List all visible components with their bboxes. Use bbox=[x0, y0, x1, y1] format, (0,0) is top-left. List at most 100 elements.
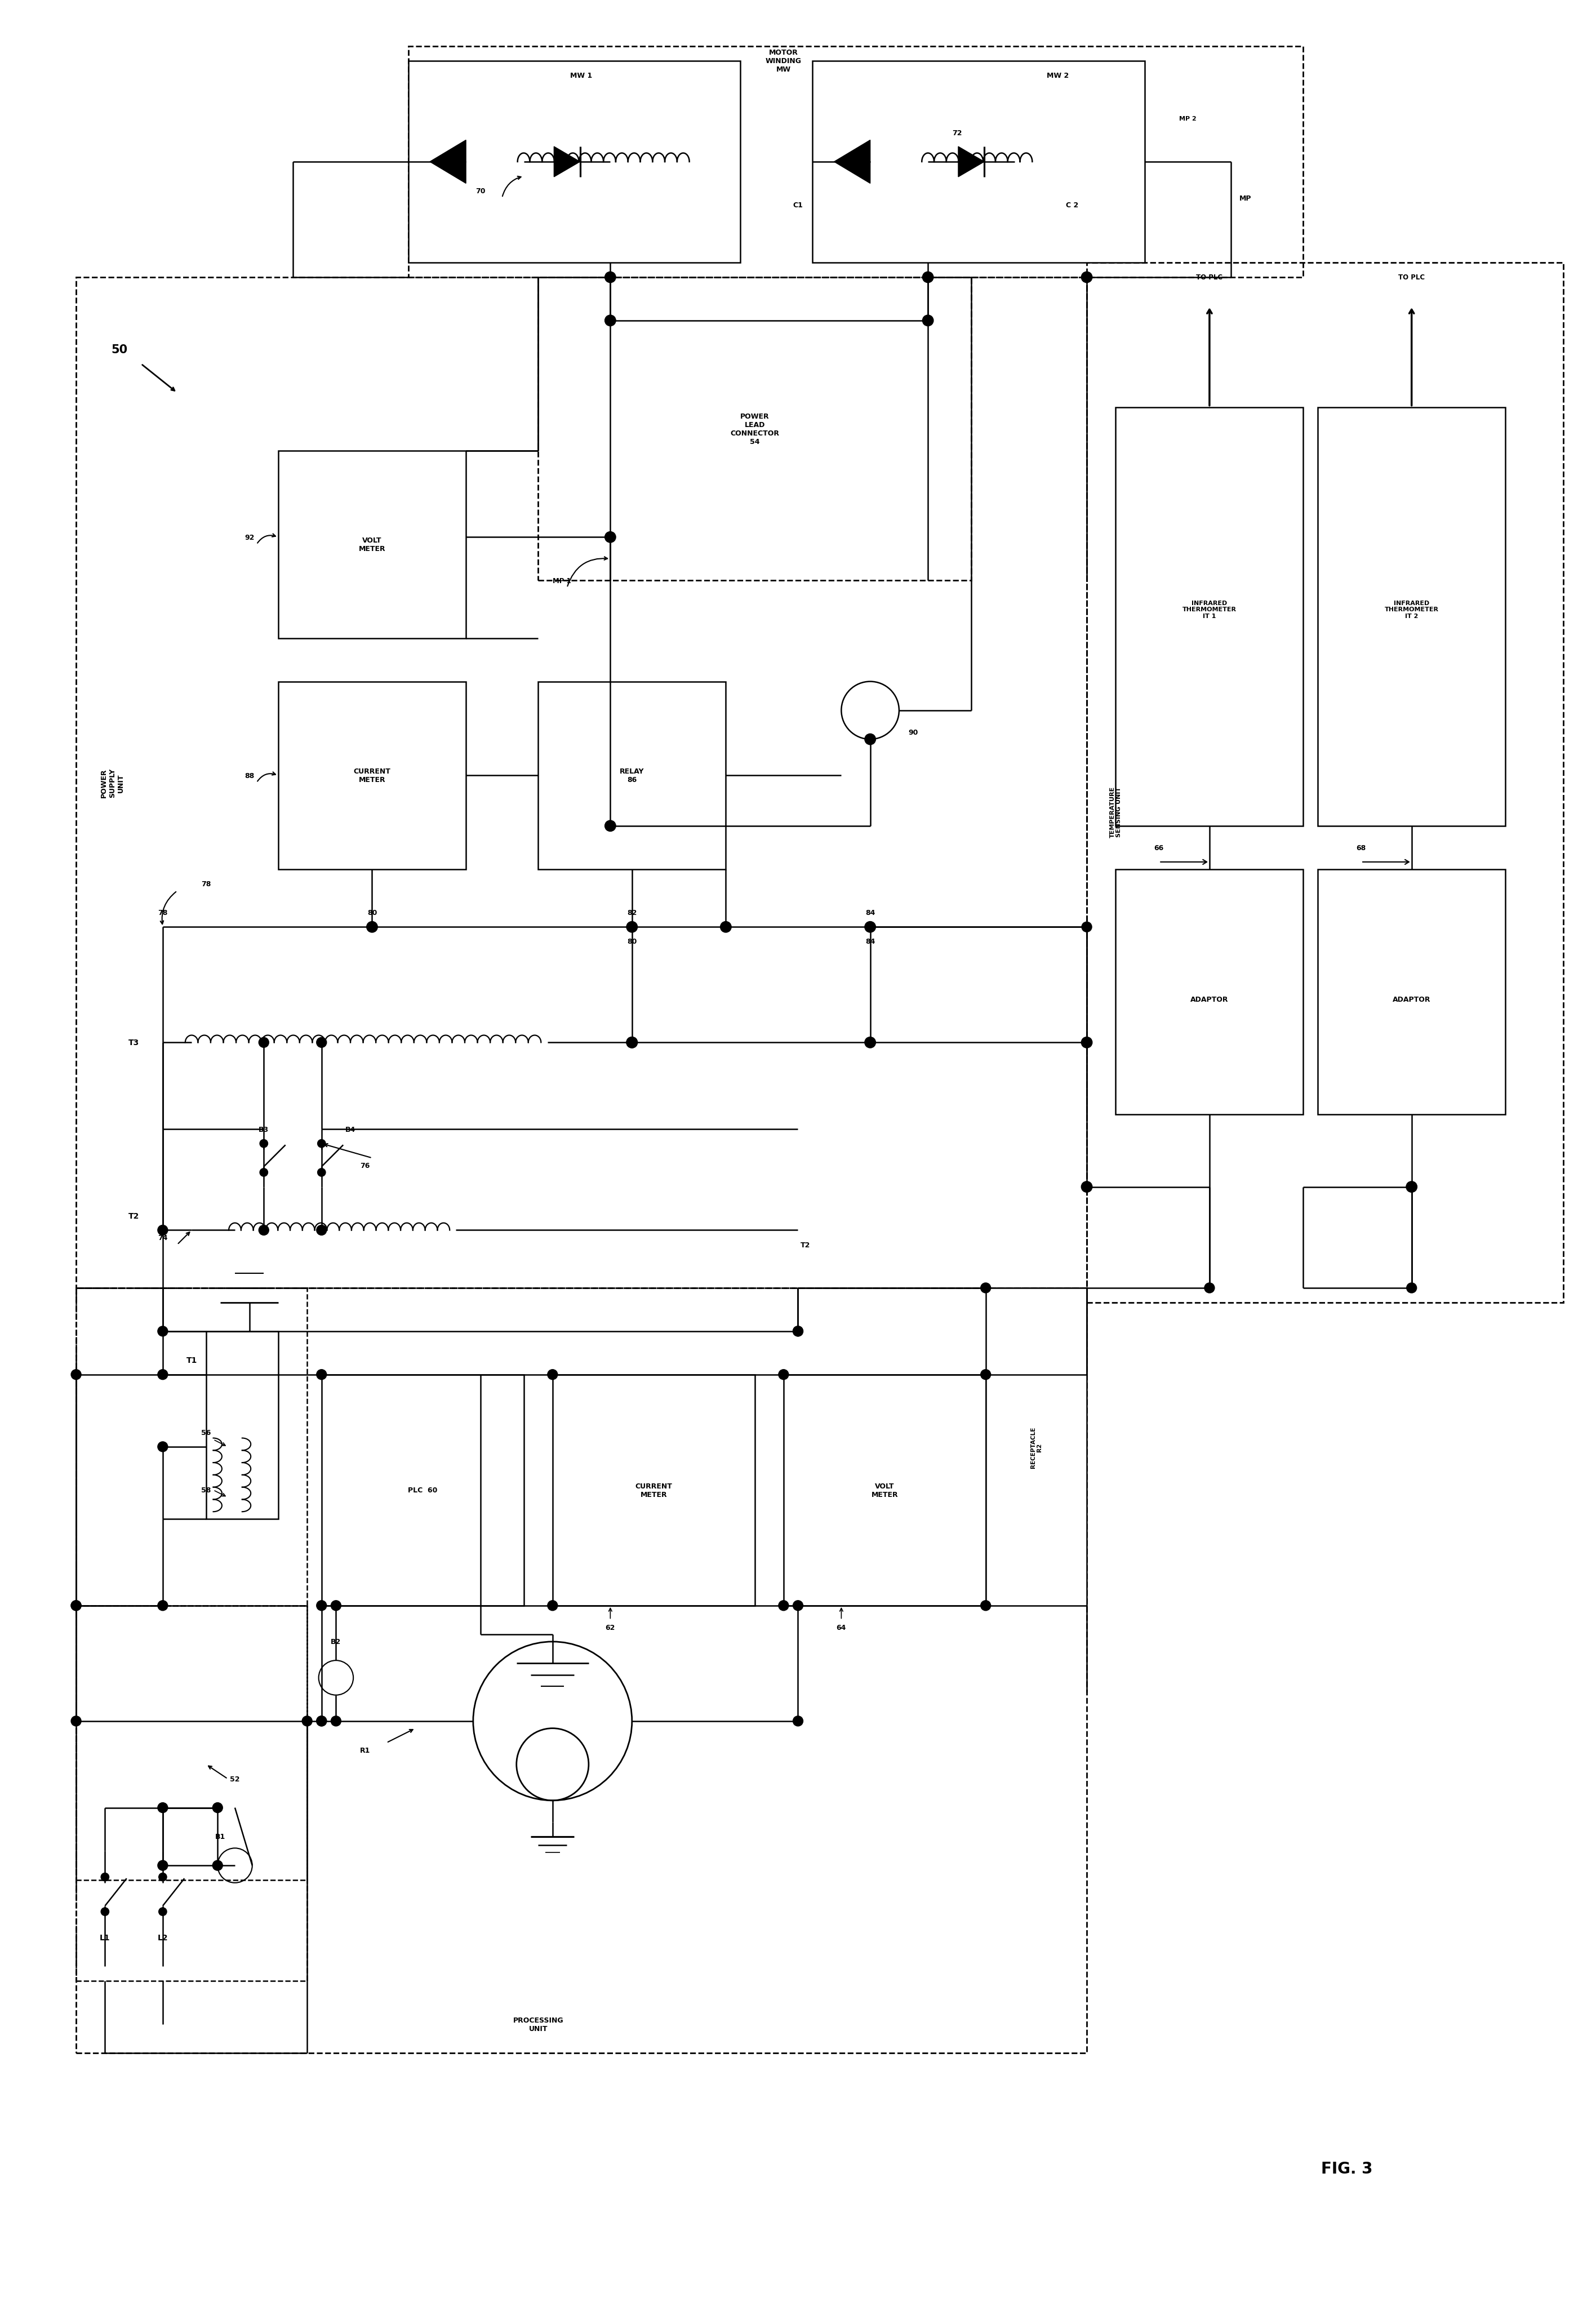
Text: CURRENT
METER: CURRENT METER bbox=[635, 1482, 672, 1499]
Text: 84: 84 bbox=[865, 909, 875, 916]
Text: PLC  60: PLC 60 bbox=[409, 1487, 437, 1494]
Text: 56: 56 bbox=[201, 1430, 211, 1436]
Circle shape bbox=[627, 1038, 637, 1047]
Circle shape bbox=[212, 1860, 223, 1872]
Circle shape bbox=[980, 1282, 991, 1294]
Text: T3: T3 bbox=[128, 1038, 139, 1047]
Bar bbox=[552, 1374, 755, 1607]
Polygon shape bbox=[958, 147, 985, 177]
Circle shape bbox=[101, 1908, 109, 1915]
Circle shape bbox=[779, 1600, 788, 1611]
Circle shape bbox=[316, 1715, 327, 1726]
Circle shape bbox=[1080, 272, 1092, 283]
Bar bbox=[1318, 407, 1505, 826]
Circle shape bbox=[318, 1169, 326, 1176]
Text: B2: B2 bbox=[330, 1639, 342, 1646]
Circle shape bbox=[158, 1600, 168, 1611]
Text: T1: T1 bbox=[187, 1356, 196, 1365]
Circle shape bbox=[793, 1715, 803, 1726]
Bar bbox=[812, 62, 1144, 262]
Text: T2: T2 bbox=[800, 1241, 811, 1248]
Circle shape bbox=[779, 1370, 788, 1379]
Text: T2: T2 bbox=[128, 1213, 139, 1220]
Circle shape bbox=[330, 1715, 342, 1726]
Bar bbox=[1116, 407, 1304, 826]
Text: R1: R1 bbox=[359, 1747, 370, 1754]
Text: 78: 78 bbox=[201, 879, 211, 889]
Bar bbox=[77, 1607, 306, 1881]
Text: MP 1: MP 1 bbox=[552, 578, 571, 585]
Text: MOTOR
WINDING
MW: MOTOR WINDING MW bbox=[766, 48, 801, 74]
Text: 82: 82 bbox=[627, 909, 637, 916]
Text: 62: 62 bbox=[605, 1623, 614, 1632]
Text: FIG. 3: FIG. 3 bbox=[1321, 2162, 1373, 2178]
Circle shape bbox=[72, 1715, 81, 1726]
Text: L1: L1 bbox=[99, 1934, 110, 1941]
Text: INFRARED
THERMOMETER
IT 1: INFRARED THERMOMETER IT 1 bbox=[1183, 601, 1237, 619]
Bar bbox=[278, 451, 466, 638]
Circle shape bbox=[1406, 1282, 1417, 1294]
Text: B3: B3 bbox=[259, 1126, 268, 1133]
Circle shape bbox=[793, 1326, 803, 1337]
Bar bbox=[409, 62, 741, 262]
Circle shape bbox=[980, 1370, 991, 1379]
Text: 90: 90 bbox=[908, 730, 918, 737]
Text: POWER
LEAD
CONNECTOR
54: POWER LEAD CONNECTOR 54 bbox=[731, 412, 779, 447]
Bar bbox=[77, 279, 1087, 1289]
Circle shape bbox=[260, 1139, 268, 1149]
Circle shape bbox=[1080, 1181, 1092, 1192]
Circle shape bbox=[605, 315, 616, 327]
Circle shape bbox=[1082, 923, 1092, 932]
Circle shape bbox=[316, 1038, 327, 1047]
Text: VOLT
METER: VOLT METER bbox=[359, 536, 386, 552]
Circle shape bbox=[259, 1038, 268, 1047]
Circle shape bbox=[720, 921, 731, 932]
Bar bbox=[77, 1289, 1087, 2053]
Text: TEMPERATURE
SENSING UNIT: TEMPERATURE SENSING UNIT bbox=[1109, 785, 1122, 838]
Text: RELAY
86: RELAY 86 bbox=[619, 769, 645, 783]
Circle shape bbox=[605, 272, 616, 283]
Circle shape bbox=[72, 1600, 81, 1611]
Bar bbox=[986, 1289, 1087, 1607]
Bar bbox=[784, 1374, 986, 1607]
Circle shape bbox=[330, 1600, 342, 1611]
Circle shape bbox=[1406, 1181, 1417, 1192]
Bar bbox=[409, 46, 1304, 279]
Circle shape bbox=[865, 1038, 876, 1047]
Circle shape bbox=[158, 1874, 166, 1881]
Circle shape bbox=[1080, 1038, 1092, 1047]
Text: 64: 64 bbox=[836, 1623, 846, 1632]
Circle shape bbox=[259, 1225, 268, 1236]
Text: L2: L2 bbox=[158, 1934, 168, 1941]
Circle shape bbox=[212, 1802, 223, 1814]
Text: MP 2: MP 2 bbox=[1179, 115, 1197, 122]
Circle shape bbox=[158, 1802, 168, 1814]
Polygon shape bbox=[429, 140, 466, 184]
Circle shape bbox=[72, 1370, 81, 1379]
Circle shape bbox=[316, 1600, 327, 1611]
Circle shape bbox=[72, 1600, 81, 1611]
Text: 70: 70 bbox=[476, 186, 485, 196]
Circle shape bbox=[158, 1370, 168, 1379]
Circle shape bbox=[316, 1225, 327, 1236]
Circle shape bbox=[158, 1860, 168, 1872]
Text: MW 2: MW 2 bbox=[1047, 71, 1069, 78]
Bar bbox=[1116, 870, 1304, 1114]
Text: C1: C1 bbox=[793, 203, 803, 209]
Circle shape bbox=[547, 1600, 557, 1611]
Polygon shape bbox=[554, 147, 579, 177]
Text: PROCESSING
UNIT: PROCESSING UNIT bbox=[512, 2017, 563, 2033]
Circle shape bbox=[101, 1874, 109, 1881]
Text: MP: MP bbox=[1240, 196, 1251, 203]
Text: B1: B1 bbox=[215, 1832, 225, 1839]
Circle shape bbox=[367, 921, 378, 932]
Circle shape bbox=[318, 1139, 326, 1149]
Circle shape bbox=[605, 532, 616, 543]
Circle shape bbox=[793, 1326, 803, 1337]
Bar bbox=[77, 1289, 306, 1607]
Text: 84: 84 bbox=[865, 937, 875, 946]
Text: 80: 80 bbox=[367, 909, 377, 916]
Circle shape bbox=[1205, 1282, 1215, 1294]
Text: 88: 88 bbox=[244, 771, 254, 780]
Text: 80: 80 bbox=[627, 937, 637, 946]
